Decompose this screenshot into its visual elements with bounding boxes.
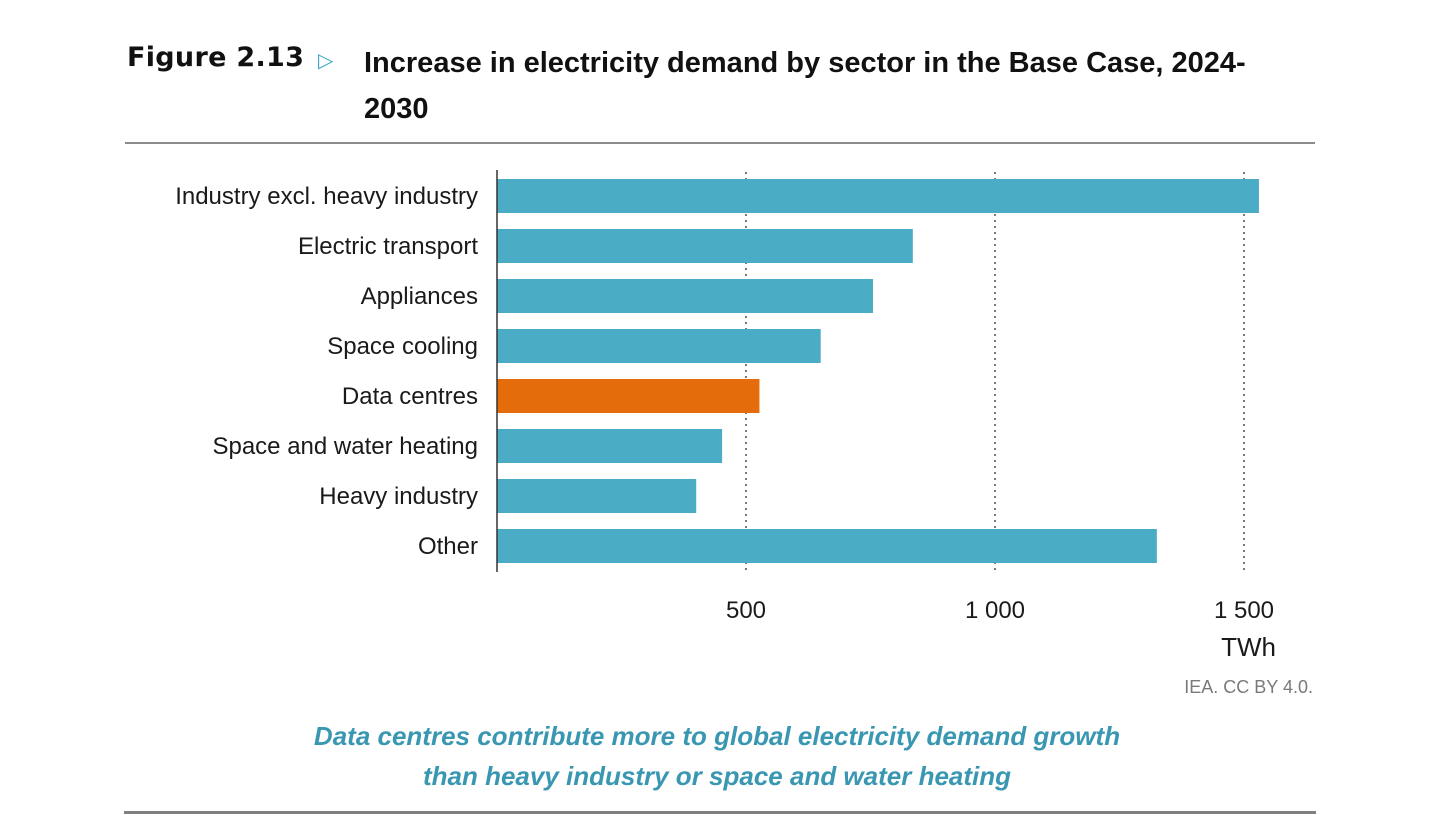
- category-label: Space cooling: [327, 333, 478, 360]
- bar: [497, 229, 913, 263]
- figure-title: Increase in electricity demand by sector…: [364, 47, 1246, 125]
- x-axis-unit-label: TWh: [1221, 632, 1276, 662]
- bar: [497, 279, 873, 313]
- bar: [497, 479, 697, 513]
- bar: [497, 429, 723, 463]
- source-credit: IEA. CC BY 4.0.: [1184, 677, 1313, 697]
- bottom-divider: [124, 811, 1316, 814]
- category-label: Electric transport: [298, 233, 478, 260]
- category-label: Data centres: [342, 383, 478, 410]
- tick-labels: 500 1 000 1 500: [726, 597, 1274, 624]
- category-label: Space and water heating: [212, 433, 478, 460]
- category-label: Appliances: [361, 283, 478, 310]
- takeaway-line-1: Data centres contribute more to global e…: [313, 721, 1121, 751]
- x-tick-label: 1 500: [1214, 597, 1274, 624]
- top-divider: [125, 142, 1315, 144]
- figure-label: Figure 2.13: [127, 42, 305, 73]
- x-tick-label: 500: [726, 597, 766, 624]
- bars: [497, 179, 1259, 563]
- bar: [497, 379, 760, 413]
- bar: [497, 179, 1259, 213]
- x-tick-label: 1 000: [965, 597, 1025, 624]
- category-labels: Industry excl. heavy industry Electric tr…: [175, 183, 478, 560]
- takeaway-line-2: than heavy industry or space and water h…: [422, 761, 1012, 791]
- category-label: Industry excl. heavy industry: [175, 183, 478, 210]
- bar: [497, 329, 821, 363]
- category-label: Heavy industry: [319, 483, 478, 510]
- category-label: Other: [418, 533, 478, 560]
- figure-arrow-icon: ▷: [318, 48, 334, 72]
- bar: [497, 529, 1157, 563]
- key-takeaway: Data centres contribute more to global e…: [0, 716, 1434, 796]
